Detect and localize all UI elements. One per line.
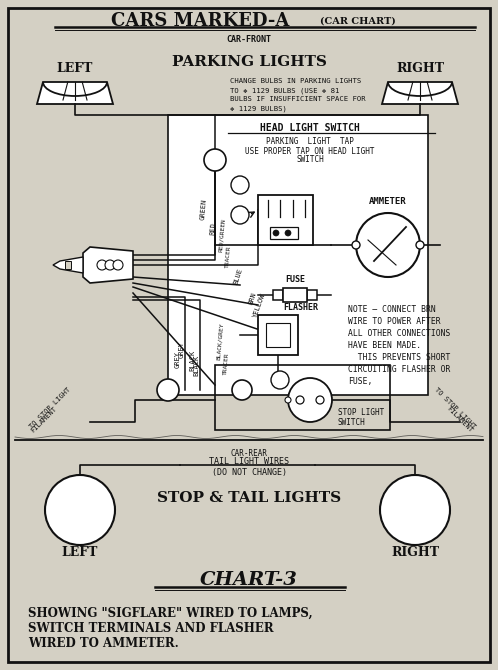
Circle shape bbox=[105, 260, 115, 270]
Text: BLUE: BLUE bbox=[233, 267, 244, 285]
Text: SWITCH TERMINALS AND FLASHER: SWITCH TERMINALS AND FLASHER bbox=[28, 622, 273, 635]
Polygon shape bbox=[382, 82, 458, 104]
Text: TRACER: TRACER bbox=[223, 352, 230, 375]
Circle shape bbox=[232, 380, 252, 400]
Text: USE PROPER TAP ON HEAD LIGHT: USE PROPER TAP ON HEAD LIGHT bbox=[245, 147, 375, 155]
Text: RED/GREEN: RED/GREEN bbox=[218, 218, 226, 252]
Text: WIRE TO POWER AFTER: WIRE TO POWER AFTER bbox=[348, 317, 441, 326]
Text: FUSE: FUSE bbox=[285, 275, 305, 285]
Text: GREY: GREY bbox=[175, 352, 181, 368]
Text: GREEN: GREEN bbox=[200, 198, 208, 220]
Circle shape bbox=[285, 230, 291, 236]
Polygon shape bbox=[83, 247, 133, 283]
Text: 1: 1 bbox=[237, 180, 243, 190]
Text: RIGHT: RIGHT bbox=[391, 547, 439, 559]
Text: FLASHER: FLASHER bbox=[283, 304, 318, 312]
Text: CAR-FRONT: CAR-FRONT bbox=[227, 36, 271, 44]
Text: TAIL LIGHT WIRES: TAIL LIGHT WIRES bbox=[209, 458, 289, 466]
Circle shape bbox=[296, 396, 304, 404]
Text: PARKING  LIGHT  TAP: PARKING LIGHT TAP bbox=[266, 137, 354, 147]
Text: RIGHT: RIGHT bbox=[396, 62, 444, 74]
Text: STOP & TAIL LIGHTS: STOP & TAIL LIGHTS bbox=[157, 491, 341, 505]
Text: HAVE BEEN MADE.: HAVE BEEN MADE. bbox=[348, 341, 421, 350]
Circle shape bbox=[380, 475, 450, 545]
Bar bbox=[258, 315, 298, 355]
Text: 6: 6 bbox=[277, 375, 283, 385]
Bar bbox=[273, 290, 283, 300]
Text: CIRCUITING FLASHER OR: CIRCUITING FLASHER OR bbox=[348, 365, 450, 374]
Text: ALL OTHER CONNECTIONS: ALL OTHER CONNECTIONS bbox=[348, 329, 450, 338]
Circle shape bbox=[231, 206, 249, 224]
Circle shape bbox=[356, 213, 420, 277]
Circle shape bbox=[416, 241, 424, 249]
Circle shape bbox=[352, 241, 360, 249]
Text: LEFT: LEFT bbox=[57, 62, 93, 74]
Text: BULBS IF INSUFFICIENT SPACE FOR: BULBS IF INSUFFICIENT SPACE FOR bbox=[230, 96, 366, 102]
Text: AMMETER: AMMETER bbox=[369, 196, 407, 206]
Text: WIRED TO AMMETER.: WIRED TO AMMETER. bbox=[28, 637, 179, 650]
Text: CARS MARKED-A: CARS MARKED-A bbox=[111, 12, 289, 30]
Circle shape bbox=[231, 176, 249, 194]
Text: (CAR CHART): (CAR CHART) bbox=[320, 17, 396, 25]
Bar bbox=[283, 288, 307, 302]
Text: SHOWING "SIGFLARE" WIRED TO LAMPS,: SHOWING "SIGFLARE" WIRED TO LAMPS, bbox=[28, 607, 313, 620]
Circle shape bbox=[204, 149, 226, 171]
Circle shape bbox=[273, 230, 279, 236]
Text: BLACK/GREY: BLACK/GREY bbox=[216, 322, 224, 360]
Text: STOP LIGHT
SWITCH: STOP LIGHT SWITCH bbox=[338, 408, 384, 427]
Text: TO STOP LIGHT: TO STOP LIGHT bbox=[433, 387, 477, 429]
Text: GREY: GREY bbox=[179, 342, 185, 358]
Bar bbox=[266, 323, 290, 347]
Text: SWITCH: SWITCH bbox=[296, 155, 324, 165]
Text: TO ❖ 1129 BULBS (USE ❖ 81: TO ❖ 1129 BULBS (USE ❖ 81 bbox=[230, 87, 339, 94]
Circle shape bbox=[113, 260, 123, 270]
Text: FILAMENT: FILAMENT bbox=[446, 406, 474, 434]
Text: NOTE — CONNECT BRN: NOTE — CONNECT BRN bbox=[348, 305, 436, 314]
Text: 5: 5 bbox=[165, 385, 171, 395]
Circle shape bbox=[271, 371, 289, 389]
Text: RED: RED bbox=[210, 222, 217, 235]
Bar bbox=[270, 227, 298, 239]
Text: YELLOW: YELLOW bbox=[252, 292, 266, 318]
Text: BLACK: BLACK bbox=[189, 349, 195, 371]
Text: BLACK: BLACK bbox=[193, 354, 199, 376]
Text: PARKING LIGHTS: PARKING LIGHTS bbox=[172, 55, 326, 69]
Circle shape bbox=[285, 397, 291, 403]
Text: 4: 4 bbox=[239, 385, 245, 395]
Text: (DO NOT CHANGE): (DO NOT CHANGE) bbox=[212, 468, 286, 476]
Polygon shape bbox=[37, 82, 113, 104]
Circle shape bbox=[316, 396, 324, 404]
Text: TRACER: TRACER bbox=[225, 245, 232, 268]
Text: THIS PREVENTS SHORT: THIS PREVENTS SHORT bbox=[348, 353, 450, 362]
Text: FUSE,: FUSE, bbox=[348, 377, 373, 386]
Text: 3: 3 bbox=[237, 210, 243, 220]
Bar bbox=[215, 365, 390, 430]
Bar bbox=[65, 261, 71, 269]
Text: CHANGE BULBS IN PARKING LIGHTS: CHANGE BULBS IN PARKING LIGHTS bbox=[230, 78, 361, 84]
Text: TO STOP LIGHT: TO STOP LIGHT bbox=[28, 387, 72, 429]
Bar bbox=[307, 290, 317, 300]
Circle shape bbox=[97, 260, 107, 270]
Circle shape bbox=[45, 475, 115, 545]
Text: HEAD LIGHT SWITCH: HEAD LIGHT SWITCH bbox=[260, 123, 360, 133]
Text: 2: 2 bbox=[212, 155, 219, 165]
Polygon shape bbox=[53, 257, 83, 273]
Text: FILAMENT: FILAMENT bbox=[30, 406, 58, 434]
Bar bbox=[168, 115, 428, 395]
Text: ❖ 1129 BULBS): ❖ 1129 BULBS) bbox=[230, 105, 287, 111]
Circle shape bbox=[288, 378, 332, 422]
Bar bbox=[258, 195, 313, 245]
Text: CAR-REAR: CAR-REAR bbox=[231, 448, 267, 458]
Text: CHART-3: CHART-3 bbox=[200, 571, 298, 589]
Text: BRN: BRN bbox=[247, 291, 257, 305]
Text: LEFT: LEFT bbox=[62, 547, 98, 559]
Circle shape bbox=[157, 379, 179, 401]
